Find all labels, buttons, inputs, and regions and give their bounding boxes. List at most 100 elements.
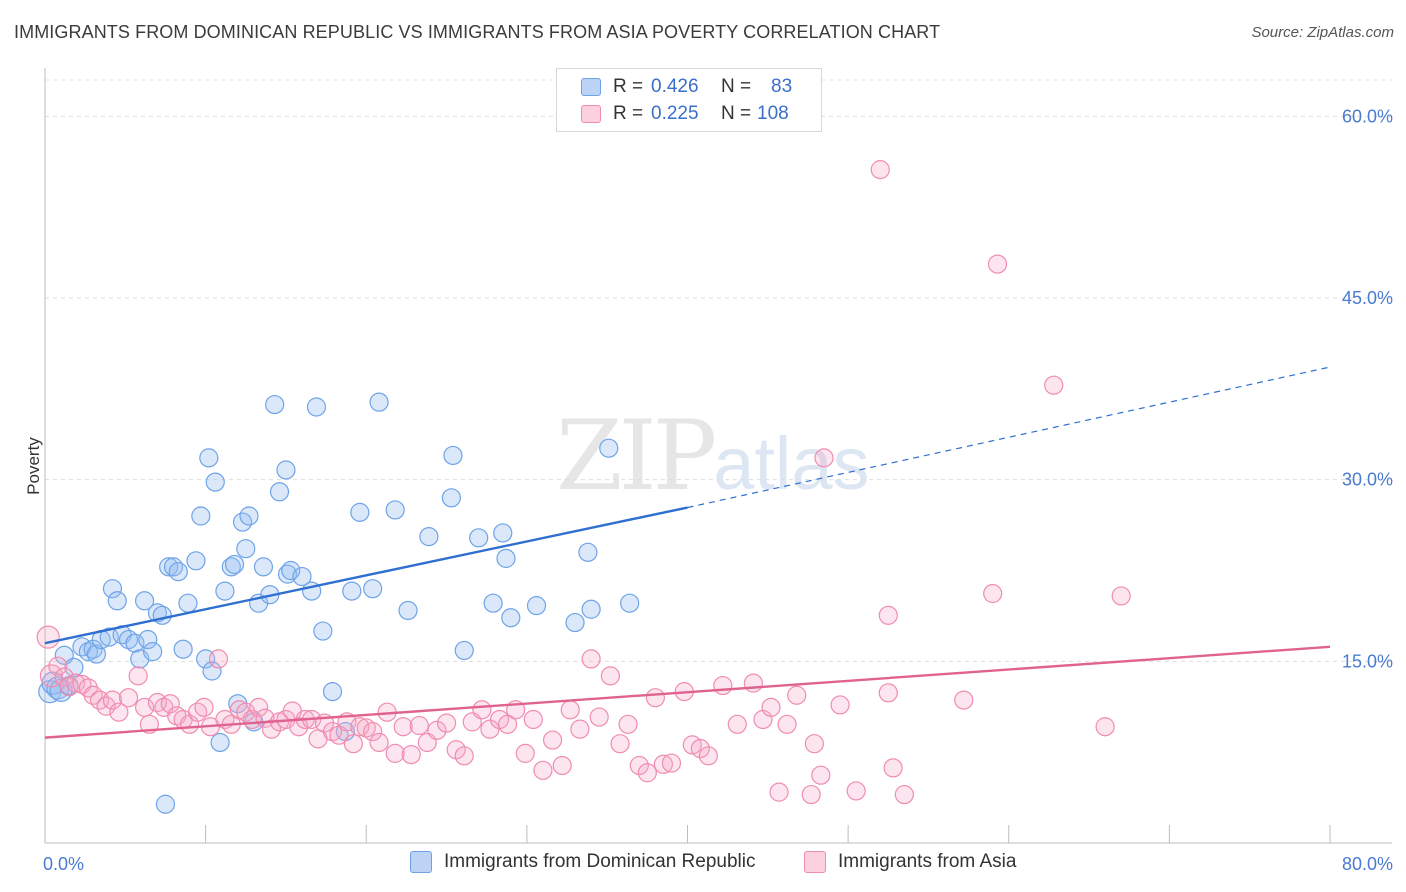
dominican-point <box>369 392 389 412</box>
asia-point <box>128 666 148 686</box>
series-legend-asia: Immigrants from Asia <box>804 851 1016 873</box>
dominican-point <box>118 629 139 650</box>
dominican-point <box>155 794 176 814</box>
asia-point <box>385 743 405 763</box>
asia-point <box>698 746 718 766</box>
dominican-point <box>620 593 640 613</box>
asia-point <box>48 656 68 676</box>
asia-point <box>160 694 180 714</box>
dominican-point <box>215 581 235 601</box>
dominican-point <box>565 612 585 633</box>
asia-point <box>894 784 914 805</box>
series-swatch-dominican <box>410 851 432 873</box>
r-value: 0.426 <box>651 76 699 97</box>
dominican-point <box>125 633 145 653</box>
dominican-point <box>277 564 298 584</box>
asia-point <box>454 746 474 766</box>
asia-trendline <box>44 645 1331 739</box>
source-label: Source: ZipAtlas.com <box>1251 24 1394 41</box>
asia-point <box>787 685 807 705</box>
asia-point <box>1044 375 1064 395</box>
dominican-point <box>265 394 285 415</box>
asia-point <box>401 744 421 765</box>
asia-point <box>1111 586 1131 606</box>
asia-point <box>109 702 129 722</box>
dominican-point <box>173 639 193 659</box>
dominican-point <box>191 506 211 526</box>
asia-point <box>560 700 580 720</box>
dominican-point <box>205 472 225 492</box>
n-label: N = <box>721 103 752 124</box>
dominican-point <box>269 482 290 502</box>
x-tick-label: 0.0% <box>43 854 84 874</box>
dominican-point <box>107 591 127 611</box>
dominican-point <box>134 591 155 611</box>
dominican-point <box>501 608 521 628</box>
asia-point <box>581 649 601 669</box>
asia-point <box>830 695 850 715</box>
asia-point <box>393 717 413 737</box>
dominican-point <box>221 557 241 577</box>
asia-point <box>769 782 789 802</box>
dominican-trendline-extension <box>687 366 1331 509</box>
y-tick-label: 45.0% <box>1342 288 1393 308</box>
dominican-point <box>526 596 547 616</box>
dominican-point <box>342 581 362 601</box>
y-axis-label: Poverty <box>24 437 43 495</box>
asia-point <box>65 673 86 693</box>
asia-point <box>761 697 781 717</box>
asia-point <box>261 719 282 739</box>
n-value: 83 <box>771 76 793 97</box>
asia-point <box>533 760 553 780</box>
dominican-point <box>224 554 245 575</box>
dominican-point <box>419 526 439 547</box>
asia-point <box>36 625 60 649</box>
dominican-point <box>159 557 179 577</box>
asia-point <box>878 683 898 703</box>
dominican-point <box>199 448 219 468</box>
asia-point <box>846 781 866 801</box>
asia-point <box>777 714 797 734</box>
watermark: ZIPatlas <box>556 400 870 512</box>
legend-row-dominican: R = 0.426 N = 83 <box>581 75 792 99</box>
asia-point <box>727 714 747 734</box>
asia-point <box>480 719 500 739</box>
asia-point <box>542 730 563 750</box>
dominican-point <box>496 548 516 568</box>
dominican-point <box>253 557 274 577</box>
dominican-point <box>143 642 163 662</box>
dominican-point <box>350 502 370 522</box>
dominican-point <box>138 629 158 650</box>
dominican-point <box>276 460 296 480</box>
asia-point <box>570 719 590 739</box>
asia-point <box>409 715 429 736</box>
dominican-point <box>443 445 463 466</box>
asia-point <box>427 720 447 740</box>
legend-swatch-dominican <box>581 78 601 96</box>
asia-point <box>883 758 903 778</box>
dominican-point <box>385 500 405 520</box>
series-legend-dominican: Immigrants from Dominican Republic <box>410 851 756 873</box>
x-tick-label: 80.0% <box>1342 854 1393 874</box>
asia-point <box>102 690 123 710</box>
asia-point <box>801 784 821 805</box>
series-name-asia: Immigrants from Asia <box>838 851 1017 872</box>
asia-point <box>653 754 674 774</box>
asia-point <box>637 763 657 783</box>
asia-point <box>589 707 609 727</box>
dominican-point <box>454 640 474 661</box>
asia-point <box>498 714 518 734</box>
dominican-point <box>483 593 503 613</box>
r-label: R = <box>613 103 644 124</box>
y-tick-label: 60.0% <box>1342 106 1393 126</box>
dominican-point <box>239 506 259 526</box>
asia-point <box>249 697 269 717</box>
asia-point <box>811 765 831 785</box>
asia-point <box>600 666 621 686</box>
legend-row-asia: R = 0.225 N = 108 <box>581 102 789 126</box>
dominican-point <box>236 539 256 559</box>
stats-legend: R = 0.426 N = 83 R = 0.225 N = 108 <box>556 68 822 132</box>
dominican-trendline <box>44 506 688 645</box>
dominican-point <box>441 488 461 508</box>
